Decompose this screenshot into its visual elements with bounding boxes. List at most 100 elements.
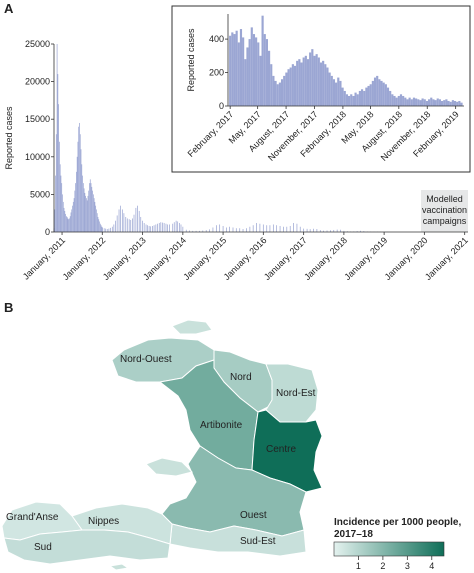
bar-inset-45	[326, 67, 329, 106]
bar-inset-22	[276, 84, 279, 106]
legend-tick-2: 2	[380, 561, 385, 571]
bar-main-112	[188, 230, 190, 232]
bar-main-17	[66, 216, 68, 232]
bar-main-87	[142, 220, 143, 232]
bar-inset-80	[402, 95, 405, 106]
bar-inset-1	[231, 32, 234, 106]
bar-main-61	[100, 225, 102, 232]
bar-inset-11	[252, 34, 256, 107]
bar-main-12	[62, 201, 64, 232]
bar-main-58	[98, 219, 100, 232]
bar-main-139	[279, 225, 281, 232]
bar-inset-91	[425, 100, 429, 106]
bar-inset-33	[300, 62, 303, 106]
bar-inset-60	[358, 90, 361, 106]
bar-inset-82	[406, 99, 409, 106]
bar-main-128	[242, 228, 244, 232]
bar-main-93	[152, 225, 153, 232]
bar-inset-30	[293, 65, 297, 106]
bar-inset-26	[285, 72, 288, 106]
bar-inset-105	[456, 101, 459, 106]
bar-main-157	[340, 229, 341, 232]
bar-main-76	[123, 213, 125, 232]
bar-main-56	[96, 213, 98, 232]
bar-inset-36	[306, 59, 310, 106]
region-label-nippes: Nippes	[88, 516, 119, 527]
bar-inset-83	[408, 97, 411, 106]
bar-inset-12	[255, 37, 258, 106]
bar-main-113	[192, 230, 194, 232]
bar-main-2	[55, 175, 56, 232]
bar-inset-20	[272, 75, 275, 106]
bar-main-24	[72, 205, 73, 232]
bar-inset-43	[322, 60, 325, 106]
bar-main-129	[246, 228, 247, 232]
bar-inset-15	[261, 15, 264, 106]
bar-inset-13	[257, 42, 260, 106]
region-label-grand-anse: Grand'Anse	[6, 512, 59, 523]
bar-inset-95	[434, 100, 437, 106]
bar-inset-52	[341, 87, 344, 106]
bar-main-18	[67, 218, 69, 232]
bar-main-162	[356, 231, 358, 232]
bar-main-65	[105, 228, 107, 232]
legend-tick-3: 3	[405, 561, 410, 571]
bar-main-29	[76, 171, 77, 232]
region-label-sud: Sud	[34, 542, 52, 553]
bar-main-108	[179, 222, 180, 232]
bar-main-66	[106, 228, 108, 232]
region-sud-est	[169, 523, 307, 557]
bar-main-23	[71, 209, 73, 232]
bar-main-57	[97, 216, 99, 232]
bar-main-102	[167, 224, 168, 232]
bar-main-141	[286, 226, 288, 232]
haiti-map: Nord-Ouest Nord Nord-Est Artibonite Cent…	[1, 319, 323, 571]
bar-main-151	[319, 230, 321, 232]
region-sud	[3, 529, 171, 565]
bar-inset-21	[274, 80, 277, 106]
inset-y-tick-200: 200	[209, 68, 224, 78]
bar-main-34	[79, 134, 81, 232]
bar-inset-37	[309, 52, 312, 106]
bar-inset-7	[244, 59, 247, 106]
bar-main-21	[69, 216, 71, 232]
bar-main-158	[343, 230, 345, 232]
inset-y-tick-400: 400	[209, 34, 224, 44]
region-label-nord-ouest: Nord-Ouest	[120, 354, 172, 365]
bar-main-33	[79, 122, 80, 232]
bar-main-62	[101, 226, 103, 232]
bar-inset-42	[319, 62, 323, 106]
bar-inset-74	[389, 90, 392, 106]
bar-inset-10	[250, 27, 253, 106]
bar-main-64	[103, 228, 105, 232]
bar-main-88	[143, 222, 145, 232]
bar-inset-27	[287, 69, 290, 106]
bar-inset-101	[447, 100, 450, 106]
panel-a-label: A	[4, 1, 14, 16]
bar-main-100	[163, 222, 165, 232]
bar-main-83	[135, 207, 137, 232]
bar-main-36	[81, 164, 83, 232]
bar-main-54	[95, 205, 97, 232]
region-label-nord: Nord	[230, 372, 252, 383]
bar-main-96	[157, 223, 158, 232]
bar-main-130	[249, 226, 251, 232]
bar-main-39	[83, 188, 85, 232]
bar-main-53	[94, 201, 96, 232]
bar-inset-79	[399, 94, 403, 106]
bar-inset-69	[378, 79, 381, 106]
bar-main-27	[74, 190, 76, 232]
bar-main-153	[326, 230, 328, 232]
bar-main-137	[272, 224, 274, 232]
bar-inset-34	[302, 57, 305, 106]
bar-inset-62	[363, 90, 366, 106]
bar-main-31	[77, 141, 79, 232]
bar-main-110	[182, 226, 184, 232]
bar-main-90	[147, 225, 148, 232]
bar-main-50	[92, 190, 93, 232]
bar-main-101	[165, 223, 167, 232]
bar-inset-96	[436, 98, 439, 106]
bar-main-3	[55, 134, 57, 232]
bar-inset-38	[311, 49, 314, 106]
